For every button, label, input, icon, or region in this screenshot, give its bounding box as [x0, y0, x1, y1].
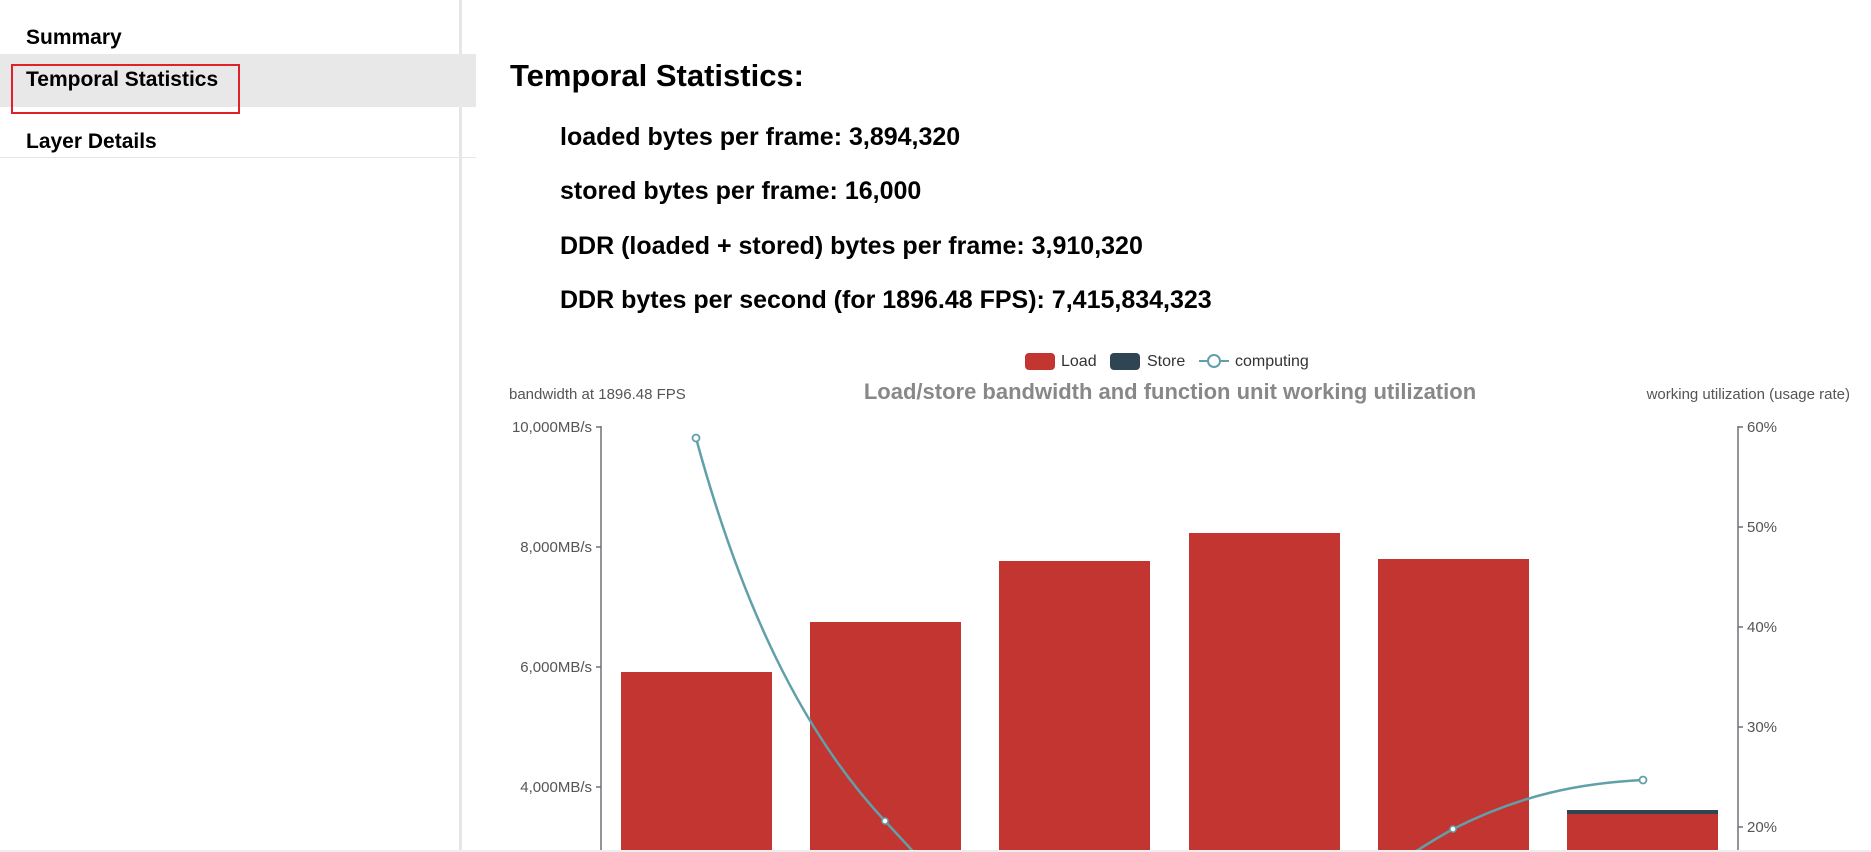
sidebar-divider	[0, 157, 476, 158]
sidebar-item-label: Summary	[26, 26, 122, 49]
stat-stored-bytes: stored bytes per frame: 16,000	[560, 177, 922, 205]
main-content: Temporal Statistics: loaded bytes per fr…	[462, 0, 1871, 852]
sidebar-item-label: Temporal Statistics	[26, 68, 219, 91]
sidebar-item-temporal-statistics[interactable]: Temporal Statistics	[0, 54, 476, 107]
stat-loaded-bytes: loaded bytes per frame: 3,894,320	[560, 123, 961, 151]
sidebar: Summary Temporal Statistics Layer Detail…	[0, 0, 476, 852]
bottom-scroll-edge	[0, 850, 1871, 852]
stat-ddr-bytes-per-second: DDR bytes per second (for 1896.48 FPS): …	[560, 286, 1212, 314]
sidebar-item-summary[interactable]: Summary	[0, 12, 476, 64]
stat-ddr-bytes-per-frame: DDR (loaded + stored) bytes per frame: 3…	[560, 232, 1143, 260]
sidebar-item-layer-details[interactable]: Layer Details	[0, 116, 476, 168]
page-title: Temporal Statistics:	[510, 58, 805, 93]
sidebar-item-label: Layer Details	[26, 130, 157, 153]
